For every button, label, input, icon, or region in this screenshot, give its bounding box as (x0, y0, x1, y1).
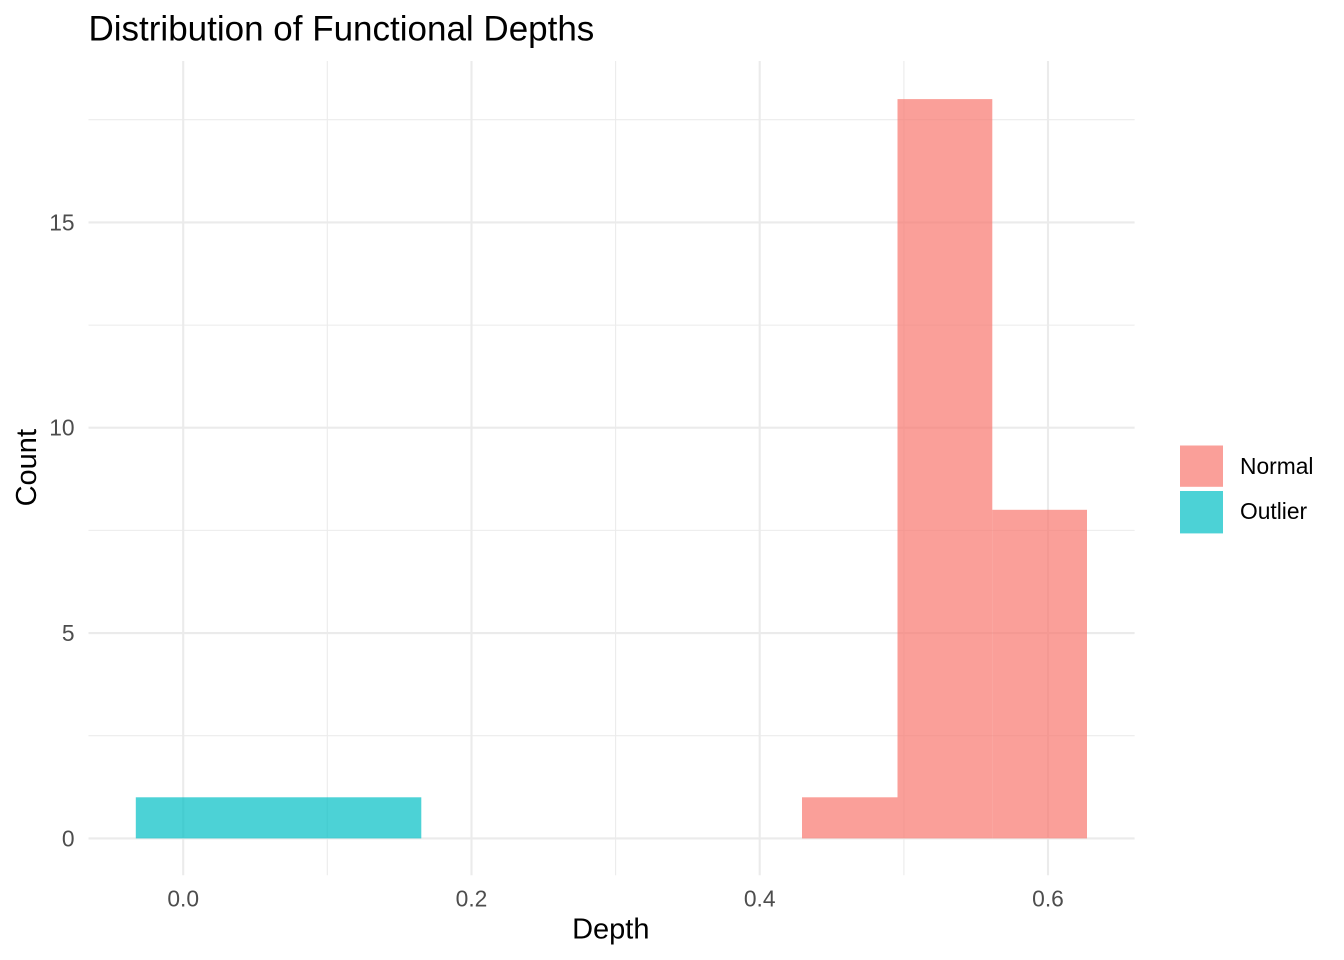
svg-text:5: 5 (62, 620, 75, 646)
svg-text:Count: Count (11, 429, 43, 506)
svg-text:0: 0 (62, 825, 75, 851)
svg-text:15: 15 (49, 209, 74, 235)
svg-text:Distribution of Functional Dep: Distribution of Functional Depths (89, 9, 595, 48)
svg-text:10: 10 (49, 415, 74, 441)
svg-text:Outlier: Outlier (1240, 498, 1308, 524)
svg-text:0.0: 0.0 (167, 886, 199, 912)
svg-text:Normal: Normal (1240, 453, 1313, 479)
svg-text:Depth: Depth (572, 914, 649, 946)
svg-text:0.2: 0.2 (456, 886, 488, 912)
svg-text:0.6: 0.6 (1032, 886, 1064, 912)
svg-text:0.4: 0.4 (744, 886, 776, 912)
